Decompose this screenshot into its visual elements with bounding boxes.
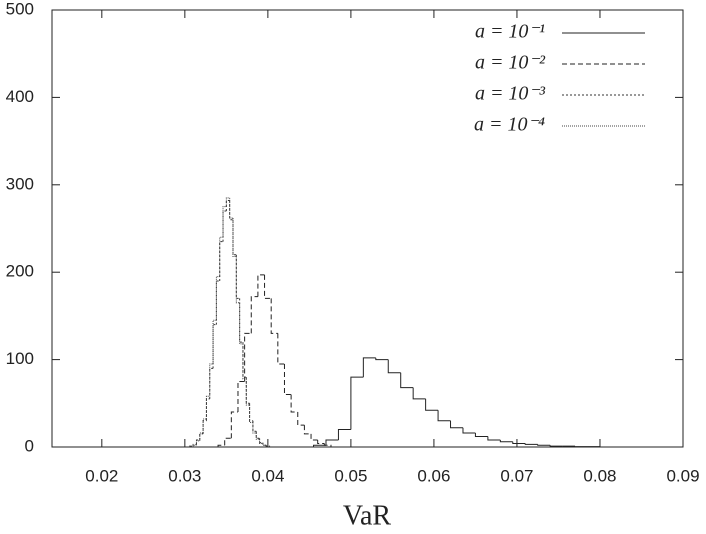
histogram-step bbox=[199, 433, 204, 441]
histogram-step bbox=[499, 440, 513, 443]
histogram-step bbox=[217, 444, 225, 447]
x-tick-label: 0.03 bbox=[168, 466, 201, 485]
histogram-step bbox=[387, 359, 401, 374]
histogram-step bbox=[362, 357, 376, 378]
x-axis-label: VaR bbox=[343, 500, 392, 531]
histogram-step bbox=[252, 422, 257, 434]
legend-label: a = 10⁻¹ bbox=[475, 21, 545, 43]
histogram-step bbox=[313, 444, 326, 447]
x-tick-label: 0.04 bbox=[251, 466, 284, 485]
histogram-step bbox=[239, 302, 243, 345]
histogram-step bbox=[235, 256, 240, 304]
histogram-step bbox=[524, 443, 538, 445]
histogram-step bbox=[257, 274, 265, 297]
histogram-step bbox=[537, 444, 551, 446]
histogram-step bbox=[222, 210, 227, 242]
histogram-step bbox=[245, 378, 250, 406]
histogram-step bbox=[474, 433, 488, 438]
histogram-step bbox=[462, 427, 476, 434]
histogram-step bbox=[229, 197, 233, 219]
histogram-step bbox=[265, 445, 271, 447]
x-tick-label: 0.02 bbox=[85, 466, 118, 485]
histogram-step bbox=[350, 376, 364, 430]
histogram-step bbox=[255, 433, 260, 440]
x-tick-label: 0.08 bbox=[583, 466, 616, 485]
histogram-step bbox=[202, 418, 207, 434]
histogram-step bbox=[310, 433, 318, 441]
histogram-step bbox=[283, 363, 292, 396]
histogram-step bbox=[192, 444, 197, 447]
y-tick-label: 200 bbox=[6, 262, 34, 281]
histogram-step bbox=[259, 439, 263, 445]
histogram-step bbox=[264, 274, 272, 299]
histogram-step bbox=[425, 398, 439, 411]
histogram-step bbox=[325, 439, 339, 446]
histogram-step bbox=[297, 412, 305, 426]
histogram-step bbox=[375, 357, 389, 361]
y-tick-label: 400 bbox=[6, 87, 34, 106]
x-tick-label: 0.09 bbox=[666, 466, 699, 485]
histogram-step bbox=[323, 443, 332, 447]
histogram-step bbox=[205, 395, 210, 420]
histogram-step bbox=[237, 380, 245, 413]
histogram-step bbox=[212, 319, 217, 364]
histogram-step bbox=[242, 342, 247, 378]
legend-label: a = 10⁻³ bbox=[475, 83, 546, 105]
histogram-step bbox=[219, 241, 224, 281]
x-tick-label: 0.05 bbox=[334, 466, 367, 485]
histogram-step bbox=[232, 218, 237, 257]
histogram-step bbox=[337, 429, 351, 441]
histogram-step bbox=[487, 436, 501, 441]
histogram-step bbox=[189, 445, 194, 447]
histogram-step bbox=[235, 254, 240, 299]
histogram-step bbox=[224, 437, 232, 446]
histogram-step bbox=[277, 333, 285, 365]
histogram-step bbox=[222, 206, 227, 238]
plot-frame bbox=[51, 9, 684, 448]
histogram-step bbox=[215, 276, 220, 321]
histogram-step bbox=[255, 431, 260, 439]
histogram-step bbox=[549, 445, 563, 447]
histogram-step bbox=[270, 298, 278, 334]
histogram-step bbox=[437, 410, 451, 422]
histogram-step bbox=[262, 443, 267, 446]
histogram-step bbox=[195, 440, 200, 446]
histogram-step bbox=[249, 405, 253, 424]
histogram-step bbox=[244, 332, 252, 382]
y-tick-label: 0 bbox=[25, 436, 34, 455]
histogram-step bbox=[252, 420, 257, 432]
histogram-step bbox=[400, 372, 414, 389]
histogram-step bbox=[225, 197, 230, 207]
histogram-step bbox=[209, 367, 214, 399]
legend-label: a = 10⁻² bbox=[475, 52, 546, 74]
histogram-step bbox=[303, 425, 312, 435]
histogram-step bbox=[232, 219, 237, 256]
histogram-step bbox=[225, 200, 230, 212]
histogram-step bbox=[242, 343, 247, 380]
histogram-step bbox=[215, 280, 220, 325]
histogram-step bbox=[199, 432, 204, 441]
histogram-step bbox=[209, 363, 214, 397]
x-tick-label: 0.06 bbox=[417, 466, 450, 485]
histogram-step bbox=[250, 296, 258, 334]
histogram-step bbox=[450, 420, 463, 429]
histogram-step bbox=[239, 298, 243, 343]
histogram-step bbox=[290, 394, 298, 413]
histogram-step bbox=[212, 324, 217, 369]
histogram-step bbox=[230, 411, 238, 439]
histogram-step bbox=[229, 200, 233, 221]
legend-label: a = 10⁻⁴ bbox=[474, 114, 545, 136]
y-tick-label: 300 bbox=[6, 174, 34, 193]
x-tick-label: 0.07 bbox=[500, 466, 533, 485]
y-tick-label: 100 bbox=[6, 349, 34, 368]
y-tick-label: 500 bbox=[6, 0, 34, 18]
histogram-step bbox=[317, 440, 325, 445]
histogram-step bbox=[512, 441, 526, 445]
histogram-step bbox=[412, 387, 426, 400]
